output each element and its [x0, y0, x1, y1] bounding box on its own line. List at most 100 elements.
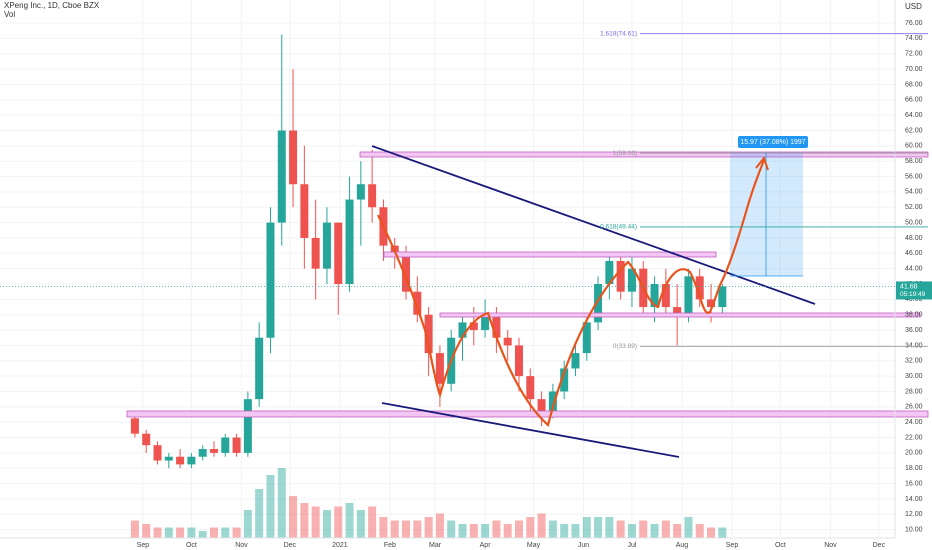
candle-body — [661, 284, 670, 308]
y-tick-label: 70.00 — [905, 66, 923, 73]
candle-body — [503, 337, 512, 346]
candle-body — [695, 276, 704, 300]
candle-body — [560, 368, 569, 392]
volume-bar — [277, 468, 286, 538]
volume-bar — [707, 527, 716, 538]
volume-bar — [571, 524, 580, 538]
y-tick-label: 18.00 — [905, 465, 923, 472]
y-tick-label: 74.00 — [905, 35, 923, 42]
y-tick-label: 48.00 — [905, 235, 923, 242]
volume-bar — [514, 520, 523, 538]
x-tick-label: Dec — [873, 542, 886, 549]
volume-bar — [684, 517, 693, 538]
candle-body — [153, 445, 162, 461]
volume-label: Vol — [4, 10, 15, 19]
candle-body — [582, 322, 591, 354]
drawings — [0, 0, 929, 539]
volume-bar — [311, 506, 320, 538]
volume-bar — [582, 517, 591, 538]
last-price-box — [896, 281, 932, 300]
candle-body — [481, 314, 490, 331]
volume-bar — [198, 531, 207, 538]
y-tick-label: 36.00 — [905, 327, 923, 334]
candle-body — [255, 337, 264, 400]
volume-bar — [390, 520, 399, 538]
x-tick-label: Mar — [429, 542, 442, 549]
x-tick-label: 2021 — [332, 542, 348, 549]
y-tick-label: 54.00 — [905, 189, 923, 196]
y-tick-label: 46.00 — [905, 250, 923, 257]
volume-bar — [187, 527, 196, 538]
currency: USD — [905, 2, 922, 11]
candle-body — [232, 437, 241, 453]
candle-body — [458, 322, 467, 338]
volume-bar — [164, 527, 173, 538]
candle-body — [221, 437, 230, 453]
y-tick-label: 20.00 — [905, 450, 923, 457]
y-tick-label: 64.00 — [905, 112, 923, 119]
volume-bar — [469, 524, 478, 538]
x-tick-label: Apr — [480, 542, 492, 549]
candle-body — [673, 307, 682, 315]
volume-bar — [266, 475, 275, 538]
volume-bar — [356, 510, 365, 538]
volume-bar — [481, 524, 490, 538]
y-tick-label: 40.00 — [905, 296, 923, 303]
y-tick-label: 34.00 — [905, 342, 923, 349]
fib-label: 0.618(49.44) — [600, 224, 637, 231]
volume-bar — [458, 524, 467, 538]
volume-bar — [300, 503, 309, 538]
volume-bar — [627, 524, 636, 538]
volume-bar — [447, 520, 456, 538]
volume-bar — [379, 517, 388, 538]
y-tick-label: 60.00 — [905, 143, 923, 150]
y-tick-label: 12.00 — [905, 511, 923, 518]
countdown: 05:19:49 — [900, 291, 926, 298]
zone — [383, 251, 717, 258]
candle-body — [142, 433, 151, 446]
y-tick-label: 58.00 — [905, 158, 923, 165]
volume-bar — [560, 524, 569, 538]
y-tick-label: 56.00 — [905, 173, 923, 180]
volume-bar — [232, 527, 241, 538]
x-tick-label: Nov — [235, 542, 248, 549]
candle-body — [311, 237, 320, 269]
volume-bar — [650, 524, 659, 538]
candle-body — [209, 449, 218, 453]
volume-bar — [289, 496, 298, 538]
fib-label: 1.618(74.61) — [600, 30, 637, 37]
volume-bar — [255, 489, 264, 538]
candle-body — [616, 260, 625, 292]
volume-bar — [334, 506, 343, 538]
measure-box — [730, 152, 803, 276]
volume-bar — [221, 527, 230, 538]
measure-label-bg — [738, 136, 808, 148]
y-tick-label: 50.00 — [905, 219, 923, 226]
candle-body — [627, 268, 636, 292]
x-tick-label: Jul — [627, 542, 636, 549]
volume-bar — [243, 510, 252, 538]
candle-body — [548, 391, 557, 415]
candle-body — [594, 284, 603, 323]
volume-bar — [413, 520, 422, 538]
arrow-head — [755, 155, 769, 171]
y-tick-label: 44.00 — [905, 266, 923, 273]
candle-body — [176, 456, 185, 465]
volume-bar — [526, 517, 535, 538]
volume-bar — [424, 517, 433, 538]
candle-body — [650, 284, 659, 308]
candle-body — [187, 456, 196, 465]
candle-body — [684, 276, 693, 315]
volume-bar — [402, 520, 411, 538]
candle-body — [424, 314, 433, 354]
volume-bar — [594, 517, 603, 538]
x-tick-label: Dec — [284, 542, 297, 549]
y-tick-label: 24.00 — [905, 419, 923, 426]
zone — [126, 410, 929, 418]
volume-bar — [435, 513, 444, 538]
candle-body — [537, 399, 546, 415]
x-tick-label: Oct — [775, 542, 786, 549]
volume-bar — [142, 524, 151, 538]
volume-bar — [605, 517, 614, 538]
volume-bar — [616, 520, 625, 538]
